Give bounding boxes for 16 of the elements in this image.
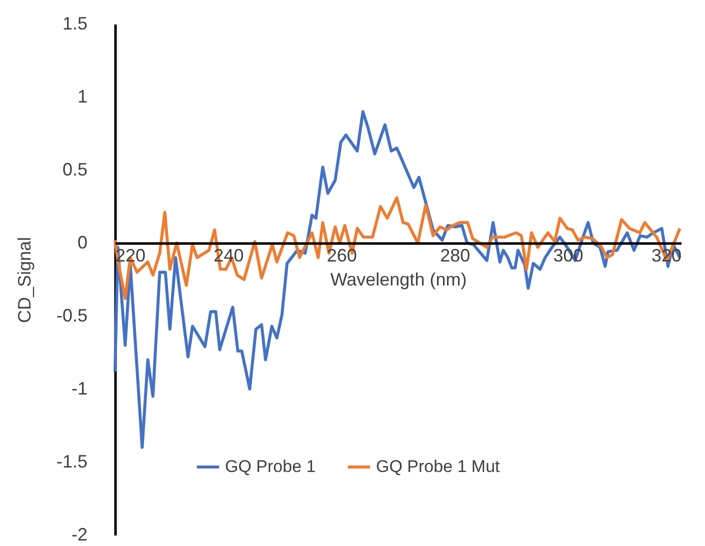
x-tick-label: 280 <box>440 246 470 266</box>
y-tick-label: -0.5 <box>56 306 88 326</box>
y-tick-label: 1 <box>77 86 88 106</box>
y-tick-label: 0.5 <box>62 160 88 180</box>
legend-label: GQ Probe 1 <box>225 457 316 476</box>
y-tick-label: -1.5 <box>56 452 88 472</box>
y-tick-label: 1.5 <box>62 14 88 34</box>
y-tick-label: 0 <box>77 232 88 252</box>
x-axis-title: Wavelength (nm) <box>330 270 467 290</box>
legend-label: GQ Probe 1 Mut <box>376 457 500 476</box>
x-tick-label: 260 <box>326 246 357 266</box>
y-tick-label: -2 <box>71 524 88 544</box>
line-series <box>114 110 682 449</box>
y-axis-title: CD_Signal <box>14 236 34 324</box>
line-series <box>114 196 682 300</box>
y-tick-label: -1 <box>71 378 88 398</box>
